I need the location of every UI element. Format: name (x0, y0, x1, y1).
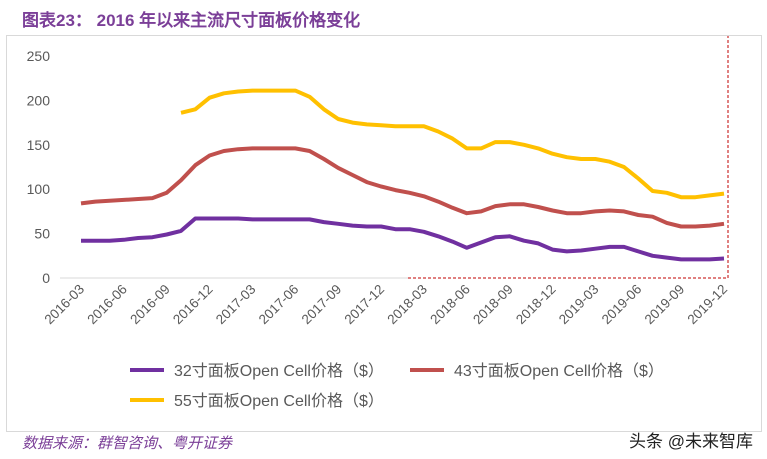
x-tick-label: 2016-12 (170, 282, 216, 328)
x-tick-label: 2017-06 (256, 282, 302, 328)
legend-label: 43寸面板Open Cell价格（$） (454, 362, 664, 380)
x-tick-label: 2018-09 (470, 282, 516, 328)
watermark: 头条 @未来智库 (629, 432, 753, 451)
y-tick-label: 250 (27, 48, 51, 64)
x-tick-label: 2018-12 (513, 282, 559, 328)
x-tick-label: 2019-03 (556, 282, 602, 328)
legend-label: 32寸面板Open Cell价格（$） (174, 362, 384, 380)
x-tick-label: 2018-03 (384, 282, 430, 328)
y-tick-label: 50 (34, 226, 50, 242)
x-tick-label: 2019-09 (642, 282, 688, 328)
x-tick-label: 2016-09 (127, 282, 173, 328)
x-tick-label: 2016-06 (84, 282, 130, 328)
x-tick-label: 2019-12 (684, 282, 730, 328)
x-tick-label: 2017-12 (342, 282, 388, 328)
x-tick-label: 2018-06 (427, 282, 473, 328)
x-tick-label: 2017-09 (299, 282, 345, 328)
y-tick-label: 0 (42, 270, 50, 286)
series-line-1 (81, 216, 725, 262)
data-source: 数据来源：群智咨询、粤开证券 (22, 435, 233, 452)
y-tick-label: 200 (27, 92, 51, 108)
x-tick-label: 2019-06 (599, 282, 645, 328)
y-tick-label: 150 (27, 137, 51, 153)
y-tick-label: 100 (27, 181, 51, 197)
chart-frame (6, 35, 762, 432)
series-line-2 (80, 146, 725, 229)
x-tick-label: 2016-03 (41, 282, 87, 328)
legend-label: 55寸面板Open Cell价格（$） (174, 392, 384, 410)
selection-border (408, 36, 729, 279)
series-line-3 (180, 88, 725, 200)
figure-title: 图表23： 2016 年以来主流尺寸面板价格变化 (22, 11, 361, 30)
x-tick-label: 2017-03 (213, 282, 259, 328)
